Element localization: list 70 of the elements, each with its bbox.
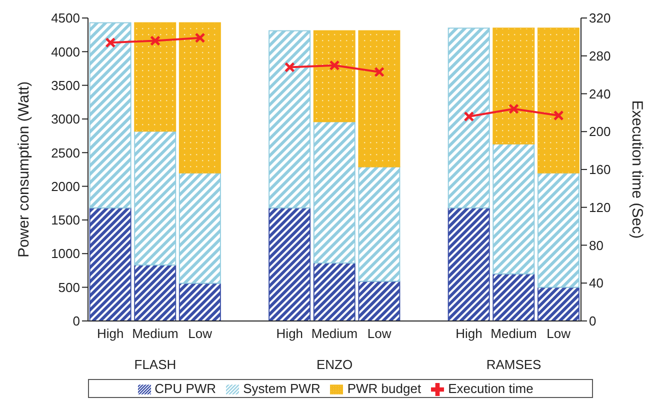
y2-tick-label: 280 <box>589 48 611 64</box>
bar <box>358 30 400 168</box>
bar <box>313 262 356 321</box>
x-tick-label: Medium <box>132 326 178 342</box>
y-tick-label: 3500 <box>51 78 80 93</box>
y2-tick-label: 160 <box>589 162 611 178</box>
bar <box>448 207 490 321</box>
bar <box>358 280 400 321</box>
bar <box>537 172 580 288</box>
point <box>194 32 206 44</box>
y-tick-label: 0 <box>72 314 80 329</box>
bar <box>178 22 221 174</box>
text: FLASH <box>134 356 176 372</box>
x-tick-label: Medium <box>490 326 537 342</box>
y2-tick-label: 40 <box>589 276 604 291</box>
y2-tick-label: 200 <box>589 124 611 140</box>
point <box>553 110 564 121</box>
point <box>508 104 520 114</box>
y2-tick-label: 240 <box>589 86 611 102</box>
x-tick-label: High <box>97 326 124 342</box>
y-tick-label: 1000 <box>51 246 80 262</box>
bar <box>89 22 132 208</box>
point <box>284 62 295 72</box>
point <box>150 35 160 46</box>
bar <box>492 28 535 144</box>
legend-label: CPU PWR <box>154 380 216 396</box>
point <box>464 111 474 122</box>
bar <box>178 172 221 284</box>
bar <box>313 30 356 122</box>
x-tick-label: Low <box>367 326 392 342</box>
y-tick-label: 3000 <box>51 112 80 127</box>
y-tick-label: 4000 <box>51 44 80 60</box>
point <box>374 66 385 78</box>
y2-tick-label: 0 <box>589 314 596 329</box>
legend-label: Execution time <box>448 380 534 396</box>
bar <box>268 207 311 321</box>
bar <box>268 30 311 208</box>
x-tick-label: Medium <box>311 326 358 342</box>
text: ENZO <box>316 356 353 372</box>
legend-label: PWR budget <box>347 380 422 396</box>
bar <box>448 28 490 208</box>
point <box>329 60 340 71</box>
point <box>105 37 116 48</box>
x-tick-label: Low <box>188 326 213 342</box>
y2-tick-label: 120 <box>589 200 611 215</box>
y-tick-label: 1500 <box>51 212 80 228</box>
y-tick-label: 500 <box>58 280 80 295</box>
y-tick-label: 2000 <box>51 178 80 194</box>
bar <box>358 166 400 282</box>
x-tick-label: High <box>276 326 304 342</box>
y-tick-label: 4500 <box>51 10 80 26</box>
bar <box>89 207 132 321</box>
y2-tick-label: 80 <box>589 238 604 253</box>
legend-label: System PWR <box>243 380 320 396</box>
x-tick-label: High <box>456 326 482 342</box>
bar <box>313 121 356 264</box>
y2-axis-title: Execution time (Sec) <box>628 100 646 239</box>
x-tick-label: Low <box>546 326 572 342</box>
y2-tick-label: 320 <box>589 10 611 26</box>
bar <box>134 22 176 132</box>
y-axis-title: Power consumption (Watt) <box>15 81 32 258</box>
bar <box>537 28 580 174</box>
bar <box>134 264 176 321</box>
text: RAMSES <box>486 356 542 372</box>
bar <box>537 286 580 321</box>
bar <box>492 273 535 321</box>
bar <box>492 143 535 274</box>
bar <box>134 130 176 266</box>
bar <box>178 282 221 321</box>
y-tick-label: 2500 <box>51 145 80 160</box>
